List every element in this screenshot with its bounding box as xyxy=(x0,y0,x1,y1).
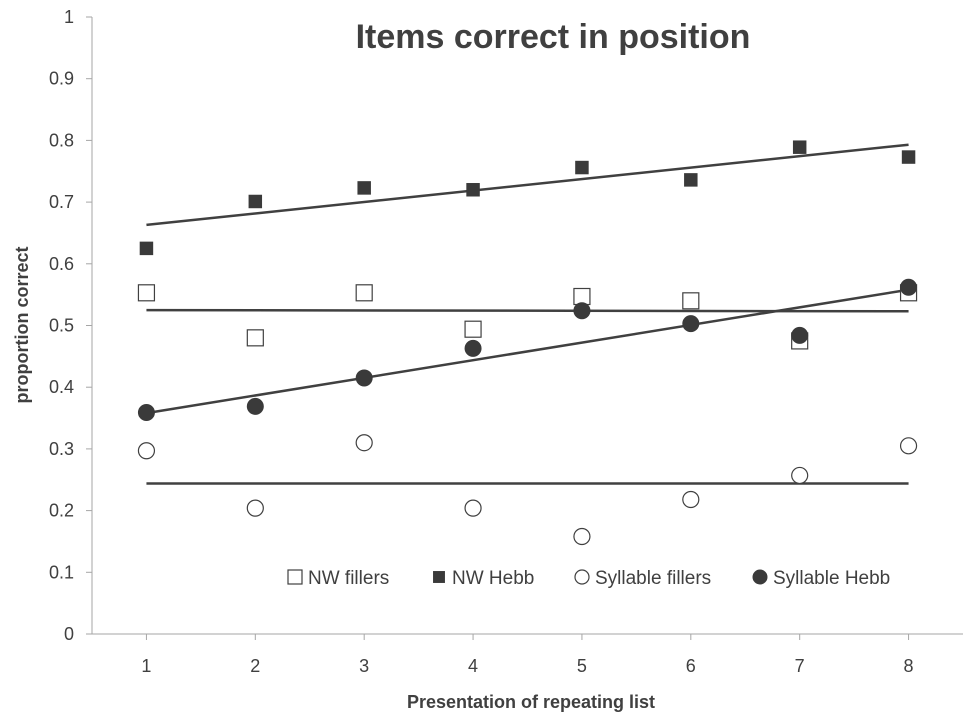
y-tick-label: 0.8 xyxy=(49,130,74,150)
data-point xyxy=(792,140,807,154)
data-point xyxy=(899,437,918,455)
data-point xyxy=(682,292,700,310)
data-point xyxy=(573,287,591,306)
trendline xyxy=(146,143,909,227)
y-tick-label: 0.5 xyxy=(49,316,74,336)
x-tick-label: 4 xyxy=(468,656,478,676)
x-tick-label: 7 xyxy=(795,656,805,676)
data-point xyxy=(573,302,591,320)
axes: 0 0.1 0.2 0.3 0.4 0.5 0.6 0.7 0.8 0.9 1 1 2 3 4 5 6 7 8 xyxy=(49,7,963,676)
data-point xyxy=(682,490,700,509)
trendlines xyxy=(146,143,909,485)
data-point xyxy=(682,315,700,333)
data-point xyxy=(684,173,698,187)
data-points xyxy=(137,140,918,546)
data-point xyxy=(464,339,482,357)
data-point xyxy=(791,326,809,344)
y-tick-label: 1 xyxy=(64,7,74,27)
data-point xyxy=(246,329,264,347)
data-point xyxy=(137,403,155,421)
x-tick-label: 6 xyxy=(686,656,696,676)
data-point xyxy=(246,397,264,415)
y-tick-label: 0.4 xyxy=(49,377,74,397)
data-point xyxy=(137,284,156,302)
data-point xyxy=(901,150,916,164)
data-point xyxy=(357,181,371,195)
y-tick-label: 0.7 xyxy=(49,192,74,212)
legend-marker xyxy=(287,569,303,585)
data-point xyxy=(573,527,591,546)
legend-label: Syllable fillers xyxy=(595,568,711,589)
data-point xyxy=(900,278,918,296)
legend: NW fillers NW Hebb Syllable fillers Syllabl… xyxy=(287,568,890,589)
data-point xyxy=(355,284,373,302)
y-tick-label: 0.3 xyxy=(49,439,74,459)
data-point xyxy=(575,160,589,175)
y-tick-label: 0.2 xyxy=(49,501,74,521)
x-axis-title: Presentation of repeating list xyxy=(407,692,655,712)
x-tick-label: 1 xyxy=(141,656,151,676)
data-point xyxy=(248,194,263,209)
trendline xyxy=(146,308,909,313)
legend-label: NW fillers xyxy=(308,568,389,589)
x-tick-label: 5 xyxy=(577,656,587,676)
y-tick-label: 0.9 xyxy=(49,69,74,89)
y-tick-label: 0.6 xyxy=(49,254,74,274)
legend-marker xyxy=(433,571,445,583)
legend-label: Syllable Hebb xyxy=(773,568,890,589)
data-point xyxy=(137,442,156,460)
x-tick-label: 3 xyxy=(359,656,369,676)
x-tick-label: 8 xyxy=(904,656,914,676)
data-point xyxy=(464,320,482,338)
y-tick-label: 0.1 xyxy=(49,562,74,582)
data-point xyxy=(246,499,264,517)
data-point xyxy=(464,499,482,517)
legend-label: NW Hebb xyxy=(452,568,534,589)
legend-marker xyxy=(574,569,590,585)
x-tick-label: 2 xyxy=(250,656,260,676)
trendline xyxy=(146,288,909,415)
y-tick-label: 0 xyxy=(64,624,74,644)
data-point xyxy=(355,434,373,452)
data-point xyxy=(791,466,809,485)
y-axis-title: proportion correct xyxy=(12,246,32,403)
data-point xyxy=(466,183,480,197)
data-point xyxy=(139,241,154,256)
data-point xyxy=(355,369,373,387)
legend-marker xyxy=(752,569,768,585)
chart-title: Items correct in position xyxy=(356,18,751,56)
